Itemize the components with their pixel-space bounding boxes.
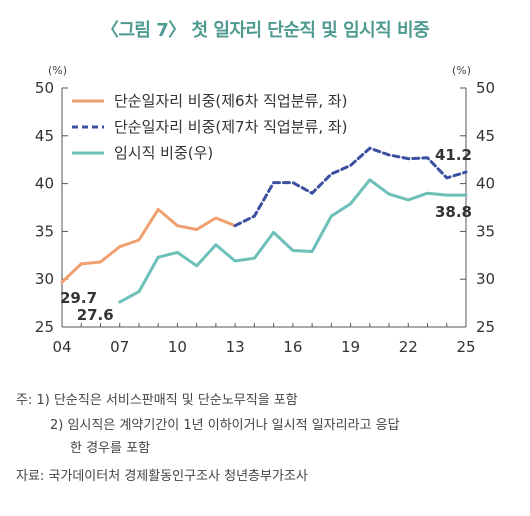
left-y-tick-label: 45	[35, 127, 54, 145]
annotation-layer: 29.727.6 41.2 38.8	[60, 146, 472, 324]
note-line-3: 한 경우를 포함	[70, 441, 151, 456]
legend-label-3: 임시직 비중(우)	[114, 144, 213, 162]
x-tick-label: 25	[456, 338, 475, 356]
left-y-tick-label: 35	[35, 222, 54, 240]
legend-label-1: 단순일자리 비중(제6차 직업분류, 좌)	[114, 92, 348, 110]
right-unit-label: (%)	[452, 64, 471, 77]
right-y-tick-label: 45	[476, 127, 495, 145]
note-line-2: 2) 임시직은 계약기간이 1년 이하이거나 일시적 일자리라고 응답	[50, 418, 400, 433]
data-label: 41.2	[435, 146, 472, 164]
chart-title: 〈그림 7〉 첫 일자리 단순직 및 임시직 비중	[100, 20, 430, 41]
right-y-tick-label: 40	[476, 175, 495, 193]
source-note: 자료: 국가데이터처 경제활동인구조사 청년층부가조사	[16, 469, 308, 484]
right-y-tick-label: 35	[476, 222, 495, 240]
data-label: 27.6	[77, 306, 114, 324]
left-y-tick-label: 25	[35, 318, 54, 336]
left-y-tick-label: 30	[35, 270, 54, 288]
right-y-tick-label: 30	[476, 270, 495, 288]
right-y-tick-label: 50	[476, 79, 495, 97]
note-line-1: 주: 1) 단순직은 서비스판매직 및 단순노무직을 포함	[16, 393, 298, 408]
chart-legend: 단순일자리 비중(제6차 직업분류, 좌) 단순일자리 비중(제7차 직업분류, …	[72, 92, 348, 162]
x-tick-label: 07	[110, 338, 129, 356]
data-label: 38.8	[435, 203, 472, 221]
x-tick-label: 13	[226, 338, 245, 356]
x-tick-label: 22	[399, 338, 418, 356]
right-y-tick-label: 25	[476, 318, 495, 336]
series-layer	[60, 146, 468, 304]
legend-label-2: 단순일자리 비중(제7차 직업분류, 좌)	[114, 118, 348, 136]
x-tick-label: 10	[168, 338, 187, 356]
left-y-tick-label: 40	[35, 175, 54, 193]
left-unit-label: (%)	[48, 64, 67, 77]
series-line-3	[118, 178, 468, 304]
left-y-tick-label: 50	[35, 79, 54, 97]
x-tick-label: 04	[52, 338, 71, 356]
x-tick-label: 19	[341, 338, 360, 356]
series-line-1	[60, 207, 237, 284]
data-label: 29.7	[60, 289, 97, 307]
series-line-2	[233, 146, 468, 228]
x-tick-label: 16	[283, 338, 302, 356]
